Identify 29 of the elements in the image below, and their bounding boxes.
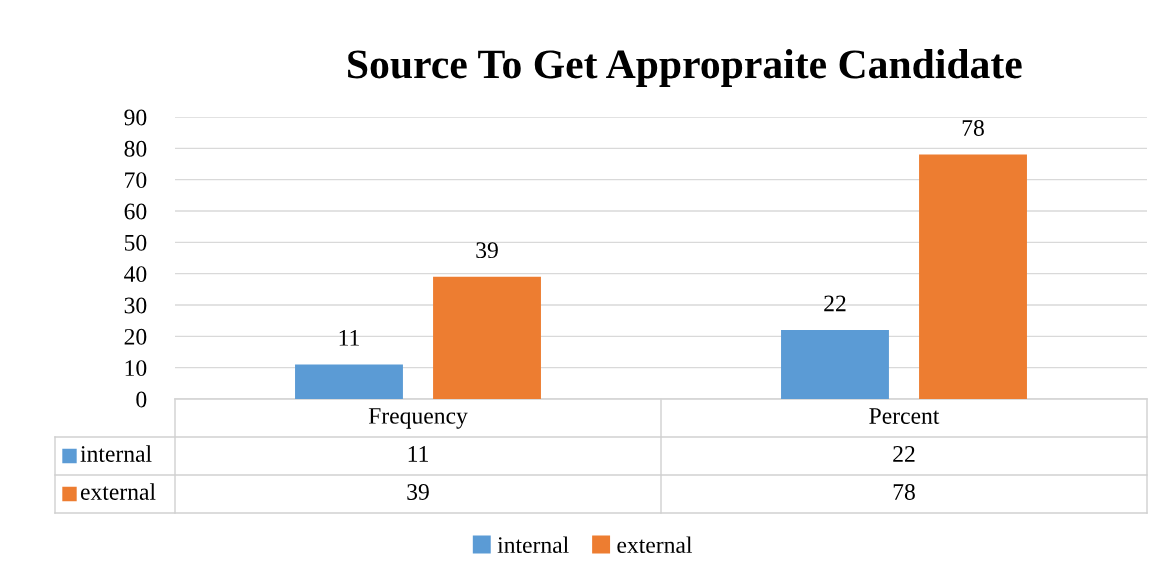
y-tick-label: 20 <box>124 328 147 345</box>
data-label: 39 <box>407 484 429 500</box>
annotation: 22 <box>824 295 846 312</box>
text: external <box>80 483 156 500</box>
bar <box>781 330 889 399</box>
bar <box>295 364 403 399</box>
x-tick-label: Frequency <box>368 408 468 429</box>
legend-label: external <box>617 536 693 554</box>
y-tick-label: 90 <box>124 109 147 126</box>
annotation: 39 <box>476 242 498 259</box>
bar <box>919 154 1027 399</box>
data-label: 78 <box>893 483 915 500</box>
y-tick-label: 10 <box>125 360 147 377</box>
legend-label: internal <box>497 536 569 554</box>
x-tick-label: Percent <box>869 408 940 424</box>
chart-title: Source To Get Appropraite Candidate <box>348 49 1022 87</box>
y-tick-label: 30 <box>124 297 147 314</box>
annotation: 11 <box>339 330 359 346</box>
data-label: 22 <box>893 446 915 462</box>
annotation: 78 <box>962 119 984 136</box>
y-tick-label: 40 <box>124 266 147 283</box>
data-label: 11 <box>408 446 428 462</box>
y-tick-label: 50 <box>124 234 147 251</box>
text: internal <box>80 445 152 462</box>
y-tick-label: 60 <box>124 203 147 220</box>
y-tick-label: 70 <box>125 172 147 189</box>
y-tick-label: 0 <box>136 391 147 408</box>
bar <box>433 276 541 399</box>
y-tick-label: 80 <box>124 140 147 157</box>
